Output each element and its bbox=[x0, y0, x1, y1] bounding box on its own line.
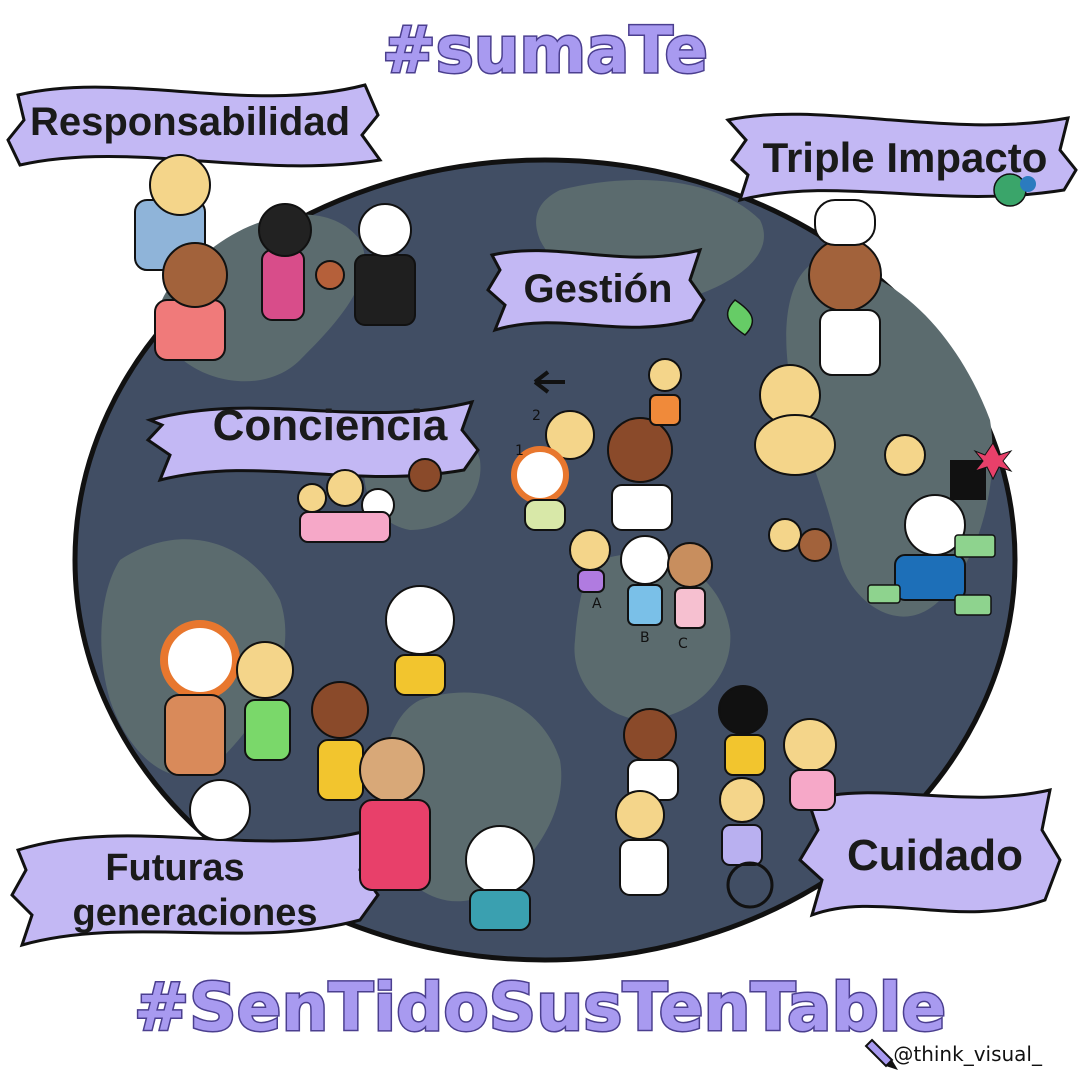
banner-futuras-label-line2: generaciones bbox=[73, 892, 318, 934]
people-gestion: 1 2 A B C bbox=[511, 358, 713, 652]
hashtag-bottom: #SenTidoSusTenTable #SenTidoSusTenTable bbox=[126, 961, 954, 1054]
people-futuras-generaciones bbox=[160, 585, 535, 931]
group-label-c: C bbox=[678, 636, 688, 652]
banner-gestion-label: Gestión bbox=[524, 267, 673, 311]
banner-triple-impacto: Triple Impacto bbox=[725, 112, 1078, 207]
author-credit: @think_visual_ bbox=[893, 1042, 1042, 1066]
banner-triple-impacto-label: Triple Impacto bbox=[763, 134, 1048, 181]
people-triple-impacto bbox=[726, 199, 1013, 616]
arrow-icon bbox=[533, 370, 550, 394]
people-conciencia bbox=[297, 458, 442, 543]
sdg-small-icon bbox=[1020, 176, 1036, 192]
flower-icon bbox=[973, 442, 1013, 481]
leaf-icon bbox=[726, 299, 754, 336]
banner-responsabilidad-label: Responsabilidad bbox=[30, 100, 350, 144]
group-label-2: 2 bbox=[532, 408, 541, 424]
banner-conciencia: Conciencia bbox=[145, 399, 480, 483]
wheelchair-icon bbox=[726, 861, 774, 909]
banner-gestion: Gestión bbox=[486, 247, 706, 333]
sdg-wheel-icon bbox=[993, 173, 1027, 207]
group-label-a: A bbox=[592, 596, 602, 612]
banner-cuidado-label: Cuidado bbox=[847, 831, 1023, 880]
people-cuidado bbox=[615, 685, 837, 909]
banner-futuras-generaciones: Futuras generaciones bbox=[10, 827, 380, 948]
group-label-b: B bbox=[640, 630, 650, 646]
banner-conciencia-label: Conciencia bbox=[213, 401, 448, 450]
money-icon bbox=[954, 534, 996, 558]
hashtag-top-text: #sumaTe bbox=[382, 14, 708, 88]
banner-cuidado: Cuidado bbox=[798, 788, 1062, 918]
banner-futuras-label-line1: Futuras bbox=[105, 847, 244, 889]
hashtag-top-glow: #sumaTe bbox=[382, 14, 708, 88]
hashtag-bottom-glow: #SenTidoSusTenTable bbox=[134, 969, 946, 1046]
banner-responsabilidad: Responsabilidad bbox=[6, 83, 383, 168]
people-responsabilidad bbox=[134, 154, 416, 361]
hashtag-bottom-text: #SenTidoSusTenTable bbox=[134, 969, 946, 1046]
hashtag-top: #sumaTe #sumaTe bbox=[374, 6, 716, 96]
group-label-1: 1 bbox=[515, 443, 524, 459]
pencil-icon bbox=[864, 1038, 898, 1070]
